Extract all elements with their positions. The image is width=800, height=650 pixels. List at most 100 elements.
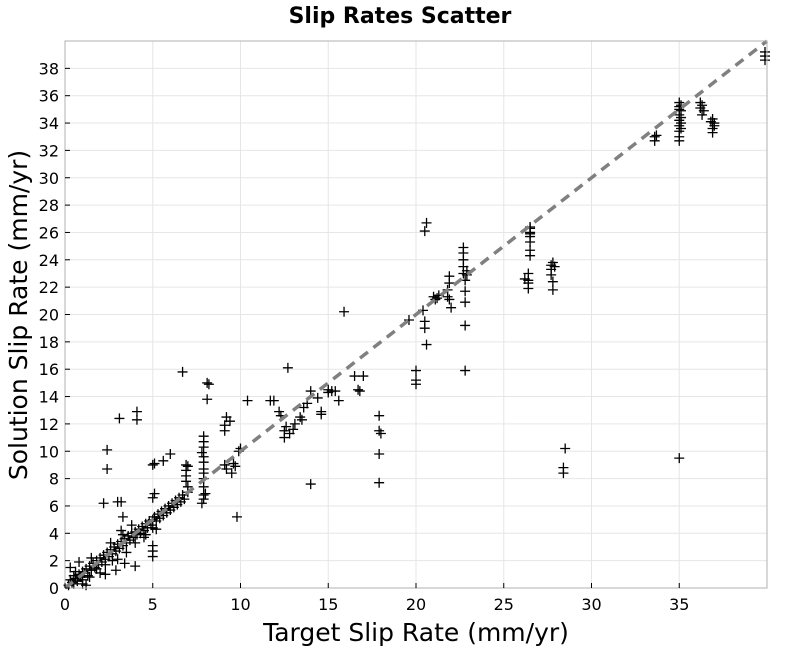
data-point xyxy=(219,459,230,470)
data-point xyxy=(196,498,207,509)
data-points xyxy=(63,46,770,591)
data-point xyxy=(697,100,708,111)
y-tick-label: 0 xyxy=(49,579,59,598)
y-tick-label: 2 xyxy=(49,552,59,571)
data-point xyxy=(140,529,151,540)
data-point xyxy=(107,555,118,566)
data-point xyxy=(84,572,95,583)
data-point xyxy=(114,413,125,424)
data-point xyxy=(674,453,685,464)
data-point xyxy=(560,443,571,454)
data-point xyxy=(374,448,385,459)
x-tick-label: 30 xyxy=(581,595,601,614)
data-point xyxy=(121,547,132,558)
y-axis-label: Solution Slip Rate (mm/yr) xyxy=(4,150,33,480)
data-point xyxy=(149,458,160,469)
data-point xyxy=(460,365,471,376)
data-point xyxy=(116,525,127,536)
data-point xyxy=(242,395,253,406)
y-tick-label: 22 xyxy=(39,278,59,297)
x-tick-label: 35 xyxy=(669,595,689,614)
data-point xyxy=(288,424,299,435)
y-tick-label: 28 xyxy=(39,196,59,215)
data-point xyxy=(649,135,660,146)
y-tick-label: 24 xyxy=(39,251,59,270)
data-point xyxy=(82,570,93,581)
data-point xyxy=(546,269,557,280)
data-point xyxy=(147,459,158,470)
data-point xyxy=(268,395,279,406)
data-point xyxy=(353,384,364,395)
data-point xyxy=(444,294,455,305)
data-point xyxy=(697,109,708,120)
data-point xyxy=(403,314,414,325)
data-point xyxy=(179,494,190,505)
data-point xyxy=(676,118,687,129)
data-point xyxy=(177,366,188,377)
y-tick-label: 4 xyxy=(49,524,59,543)
data-point xyxy=(126,520,137,531)
data-point xyxy=(330,386,341,397)
data-point xyxy=(231,511,242,522)
y-tick-label: 12 xyxy=(39,415,59,434)
data-point xyxy=(102,444,113,455)
data-point xyxy=(100,569,111,580)
data-point xyxy=(312,392,323,403)
y-tick-label: 20 xyxy=(39,306,59,325)
y-tick-label: 30 xyxy=(39,169,59,188)
data-point xyxy=(374,425,385,436)
data-point xyxy=(374,410,385,421)
data-point xyxy=(151,524,162,535)
data-point xyxy=(651,130,662,141)
data-point xyxy=(65,562,76,573)
data-point xyxy=(419,226,430,237)
data-point xyxy=(444,271,455,282)
data-point xyxy=(110,565,121,576)
data-point xyxy=(458,242,469,253)
data-point xyxy=(198,451,209,462)
data-point xyxy=(446,302,457,313)
data-point xyxy=(226,468,237,479)
data-point xyxy=(202,394,213,405)
data-point xyxy=(203,379,214,390)
data-point xyxy=(339,306,350,317)
data-point xyxy=(295,412,306,423)
data-point xyxy=(460,320,471,331)
data-point xyxy=(147,492,158,503)
y-tick-label: 34 xyxy=(39,114,59,133)
one-to-one-reference-line xyxy=(63,39,769,590)
data-point xyxy=(421,339,432,350)
data-point xyxy=(558,468,569,479)
data-point xyxy=(523,268,534,279)
data-point xyxy=(158,455,169,466)
data-point xyxy=(177,490,188,501)
data-point xyxy=(461,269,472,280)
data-point xyxy=(130,537,141,548)
data-point xyxy=(421,217,432,228)
data-point xyxy=(182,461,193,472)
data-point xyxy=(349,371,360,382)
data-point xyxy=(198,431,209,442)
data-point xyxy=(547,284,558,295)
data-point xyxy=(117,511,128,522)
data-point xyxy=(707,127,718,138)
x-axis-ticks: 0 5 10 15 20 25 30 35 xyxy=(60,583,689,614)
data-point xyxy=(105,537,116,548)
data-point xyxy=(760,55,770,66)
data-point xyxy=(523,283,534,294)
data-point xyxy=(674,135,685,146)
data-point xyxy=(282,362,293,373)
y-tick-label: 38 xyxy=(39,59,59,78)
chart-title: Slip Rates Scatter xyxy=(289,4,512,29)
data-point xyxy=(119,558,130,569)
data-point xyxy=(460,297,471,308)
data-point xyxy=(411,365,421,376)
x-axis-label: Target Slip Rate (mm/yr) xyxy=(262,618,569,647)
data-point xyxy=(547,257,558,268)
data-point xyxy=(358,371,369,382)
data-point xyxy=(219,425,230,436)
data-point xyxy=(147,540,158,551)
data-point xyxy=(86,552,97,563)
